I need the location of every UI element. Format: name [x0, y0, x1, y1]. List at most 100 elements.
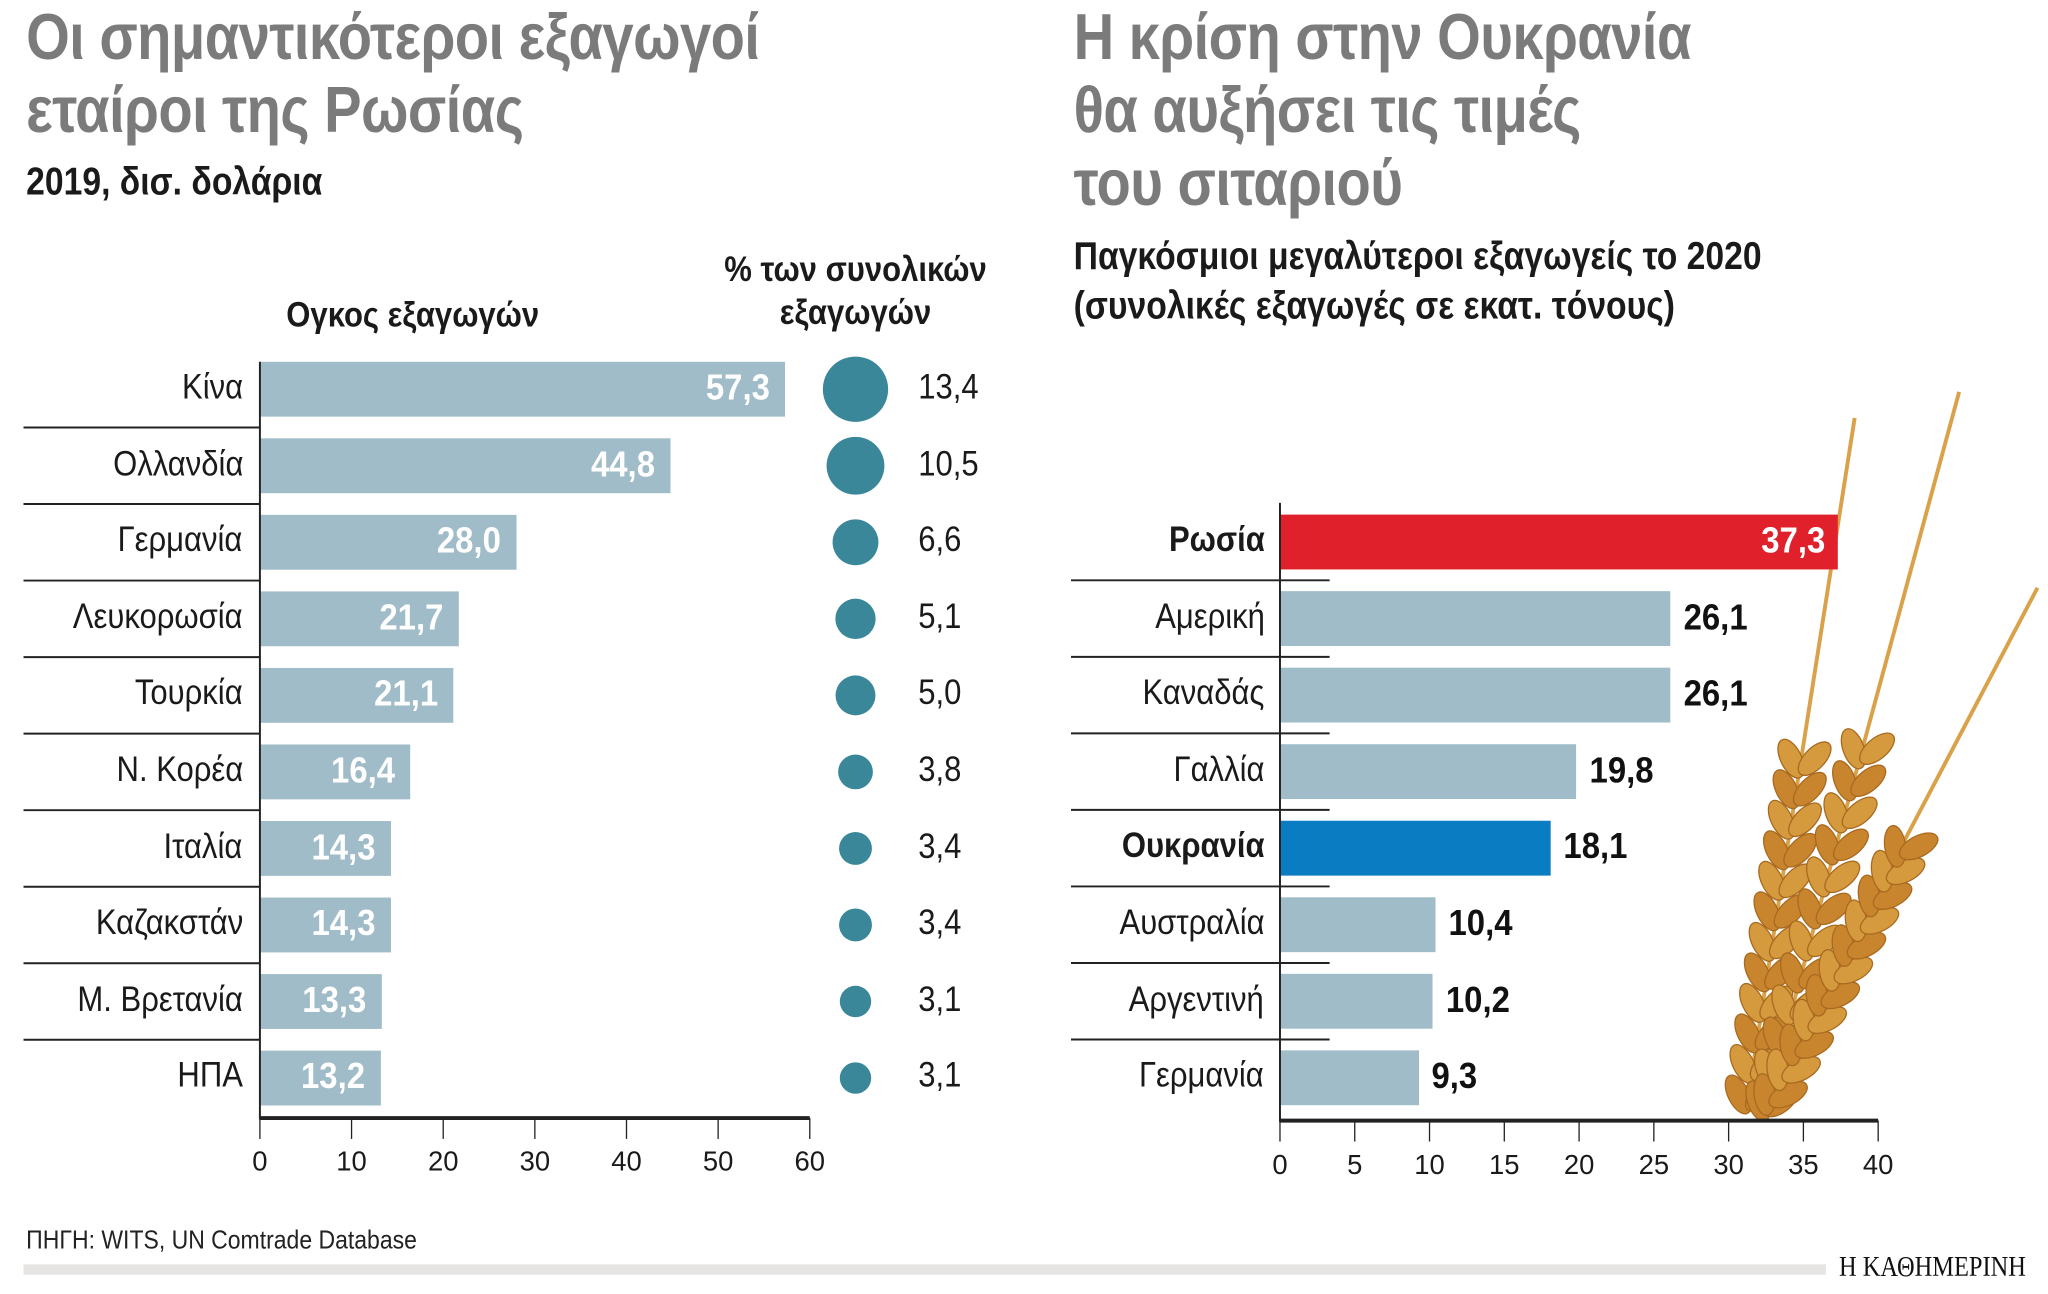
share-value-label: 3,8 [918, 749, 962, 789]
bar-2 [259, 514, 517, 570]
category-label: Γαλλία [1173, 749, 1265, 789]
bar-0 [1279, 514, 1838, 570]
source-note: ΠΗΓΗ: WITS, UN Comtrade Database [26, 1226, 417, 1256]
bar-value-label: 19,8 [1589, 749, 1654, 790]
wheat-grain [1824, 860, 1861, 894]
x-tick-label: 25 [1638, 1150, 1670, 1181]
bar-value-label: 26,1 [1683, 596, 1748, 637]
left-title-line-2: εταίροι της Ρωσίας [26, 73, 524, 147]
bar-value-label: 28,0 [436, 520, 501, 561]
left-title-line-1: Οι σημαντικότεροι εξαγωγοί [26, 0, 760, 74]
bar-3 [259, 591, 459, 647]
volume-header: Ογκος εξαγωγών [286, 295, 540, 335]
x-tick-label: 10 [336, 1146, 367, 1177]
share-circle-8 [839, 985, 872, 1018]
x-tick-label: 0 [1272, 1150, 1288, 1181]
bar-2 [1279, 667, 1671, 723]
wheat-grain [1792, 771, 1827, 807]
bar-value-label: 9,3 [1432, 1055, 1478, 1097]
x-tick-label: 20 [427, 1146, 459, 1177]
bar-3 [1279, 744, 1577, 800]
category-label: Αυστραλία [1119, 902, 1265, 942]
category-label: Τουρκία [135, 673, 243, 713]
category-label: ΗΠΑ [177, 1055, 243, 1096]
right-title-line-2: θα αυξήσει τις τιμές [1073, 73, 1582, 147]
bar-4 [259, 667, 454, 723]
share-value-label: 13,4 [918, 367, 979, 407]
share-value-label: 5,1 [918, 596, 962, 636]
bar-value-label: 10,4 [1448, 902, 1513, 944]
bar-value-label: 21,1 [373, 673, 438, 714]
right-subtitle-2: (συνολικές εξαγωγές σε εκατ. τόνους) [1073, 284, 1676, 328]
bar-1 [1279, 591, 1671, 646]
bar-5 [1279, 897, 1436, 953]
category-label: Λευκορωσία [73, 596, 243, 636]
x-tick-label: 40 [611, 1146, 642, 1177]
share-circle-9 [839, 1062, 872, 1094]
bar-value-label: 16,4 [330, 749, 395, 791]
x-tick-label: 60 [794, 1146, 826, 1177]
bar-value-label: 10,2 [1445, 979, 1510, 1020]
x-tick-label: 0 [252, 1146, 268, 1177]
share-circle-6 [839, 831, 872, 865]
share-circle-7 [839, 908, 872, 942]
right-title-line-3: του σιταριού [1073, 146, 1403, 220]
x-tick-label: 20 [1563, 1150, 1595, 1181]
wheat-grain [1898, 832, 1939, 861]
category-label: Ολλανδία [112, 443, 243, 483]
category-label: Αμερική [1154, 596, 1265, 636]
share-circle-1 [826, 436, 885, 495]
x-tick-label: 15 [1489, 1150, 1520, 1181]
wheat-grain [1815, 892, 1852, 926]
x-tick-label: 30 [519, 1146, 551, 1177]
category-label: Μ. Βρετανία [77, 979, 243, 1019]
bar-8 [259, 974, 382, 1029]
bar-0 [259, 361, 786, 417]
bar-value-label: 18,1 [1563, 825, 1628, 867]
bar-value-label: 21,7 [379, 596, 444, 638]
x-tick-label: 40 [1862, 1150, 1894, 1181]
category-label: Κίνα [181, 367, 243, 407]
share-value-label: 3,1 [918, 1055, 962, 1096]
share-value-label: 3,4 [918, 826, 962, 866]
share-circle-3 [835, 598, 876, 639]
share-circle-4 [835, 675, 876, 716]
share-circle-5 [838, 754, 873, 790]
category-label: Γερμανία [1139, 1055, 1265, 1095]
share-value-label: 3,1 [918, 979, 962, 1019]
category-label: Ρωσία [1168, 519, 1265, 560]
x-tick-label: 35 [1788, 1150, 1819, 1181]
bar-6 [259, 821, 391, 876]
x-tick-label: 5 [1347, 1150, 1363, 1181]
share-circle-2 [832, 519, 879, 566]
right-subtitle-1: Παγκόσμιοι μεγαλύτεροι εξαγωγείς το 2020 [1073, 235, 1762, 279]
share-value-label: 3,4 [918, 902, 962, 942]
logo: Η ΚΑΘΗΜΕΡΙΝΗ [1838, 1249, 2026, 1283]
wheat-grain [1832, 828, 1870, 862]
share-value-label: 10,5 [918, 443, 979, 483]
bar-value-label: 13,3 [302, 979, 367, 1020]
bar-value-label: 44,8 [590, 443, 655, 485]
category-label: Καζακστάν [95, 902, 243, 942]
share-value-label: 6,6 [918, 520, 962, 560]
bar-value-label: 14,3 [311, 902, 376, 944]
x-tick-label: 30 [1713, 1150, 1744, 1181]
wheat-grain [1797, 741, 1832, 777]
bar-5 [259, 744, 411, 800]
bar-6 [1279, 973, 1433, 1029]
category-label: Αργεντινή [1129, 979, 1265, 1019]
wheat-grain [1841, 796, 1878, 830]
x-tick-label: 50 [702, 1146, 734, 1177]
bar-value-label: 26,1 [1683, 672, 1748, 714]
share-value-label: 5,0 [918, 673, 962, 713]
share-header-2: εξαγωγών [779, 292, 932, 332]
bar-1 [259, 438, 671, 494]
category-label: Ουκρανία [1121, 825, 1265, 866]
category-label: Ιταλία [164, 826, 243, 866]
bar-value-label: 14,3 [311, 826, 376, 867]
bar-9 [259, 1050, 381, 1106]
wheat-grain [1858, 732, 1896, 766]
share-circle-0 [822, 356, 889, 422]
category-label: Γερμανία [118, 520, 243, 560]
